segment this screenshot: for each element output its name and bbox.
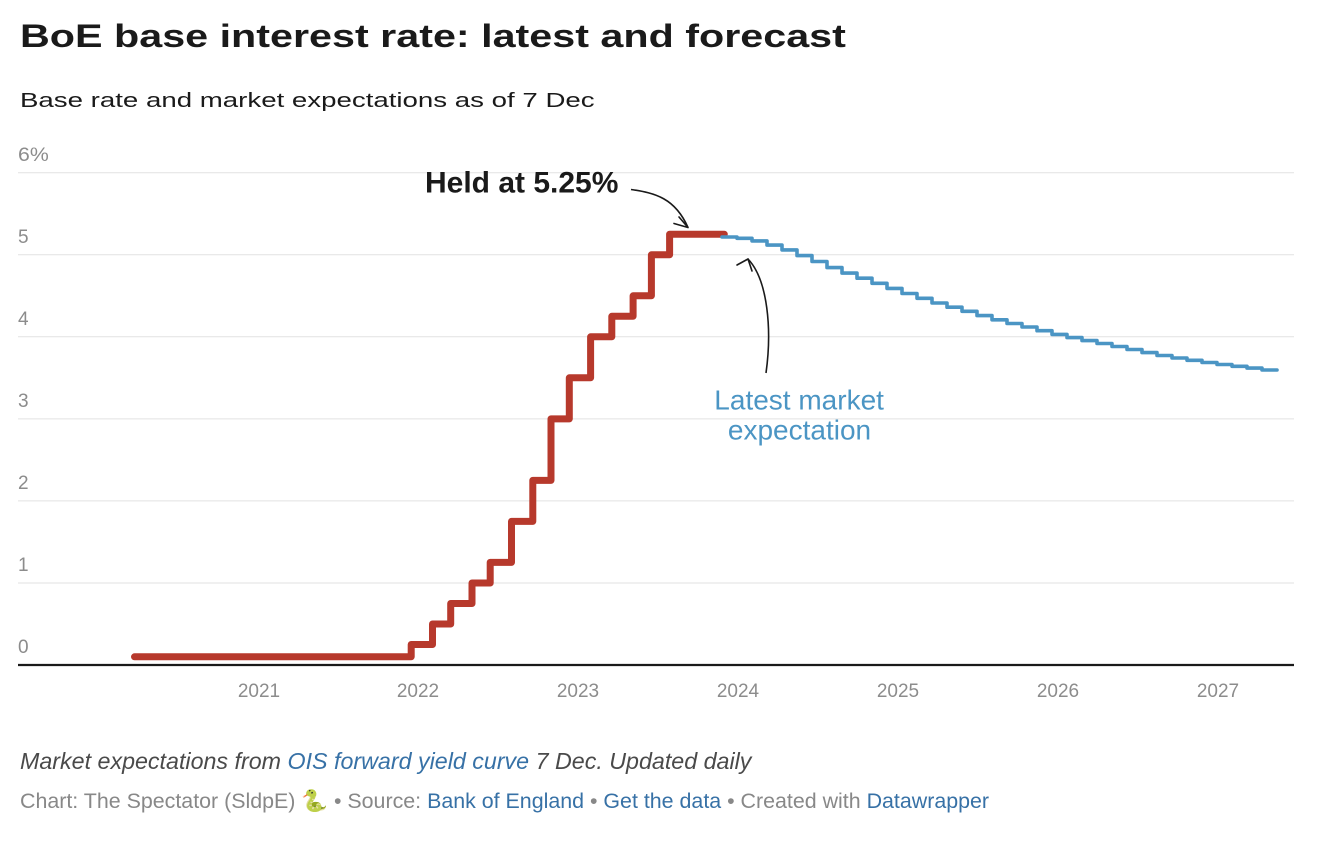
svg-text:expectation: expectation [728, 415, 871, 446]
svg-text:2023: 2023 [557, 681, 599, 702]
svg-text:4: 4 [18, 309, 29, 330]
svg-text:2027: 2027 [1197, 681, 1239, 702]
svg-text:Held at 5.25%: Held at 5.25% [425, 166, 618, 199]
svg-text:2: 2 [18, 473, 29, 494]
svg-text:2021: 2021 [238, 681, 280, 702]
svg-text:0: 0 [18, 637, 29, 658]
svg-text:2025: 2025 [877, 681, 919, 702]
svg-text:1: 1 [18, 555, 29, 576]
svg-text:2022: 2022 [397, 681, 439, 702]
svg-text:3: 3 [18, 391, 29, 412]
svg-text:6%: 6% [18, 145, 49, 166]
svg-text:2026: 2026 [1037, 681, 1079, 702]
svg-text:2024: 2024 [717, 681, 760, 702]
svg-text:Latest market: Latest market [714, 384, 884, 415]
svg-text:5: 5 [18, 227, 29, 248]
